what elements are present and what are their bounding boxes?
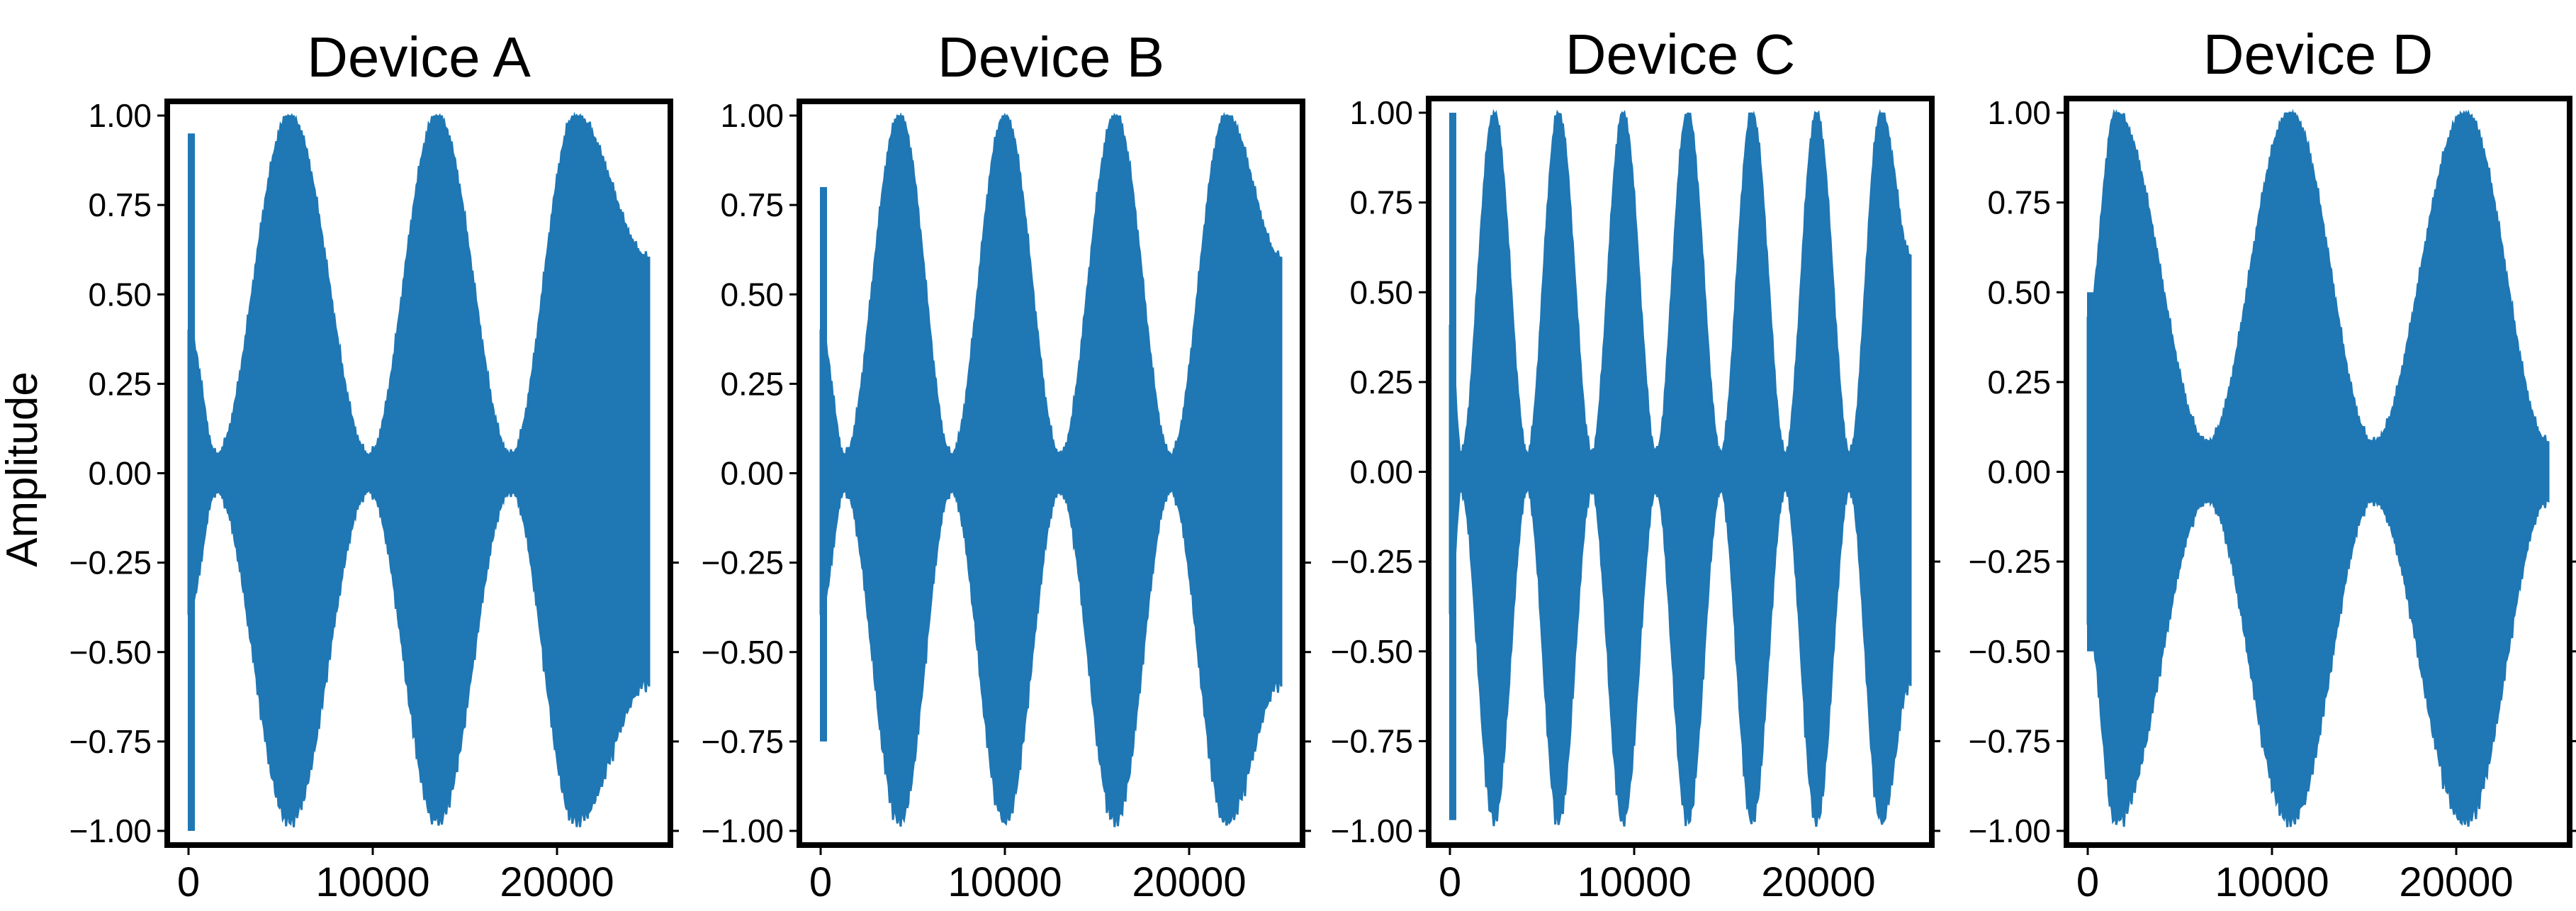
x-tick-label: 0: [177, 859, 200, 905]
x-tick-label: 20000: [2399, 859, 2513, 905]
y-tick-label: 0.00: [88, 455, 152, 492]
signal-series: [187, 111, 651, 827]
chart-panel-1: Device A 1.00 0.75 0.50 0.25 0.00 −0.25 −0.50 −0…: [69, 26, 679, 905]
signal-series: [1449, 108, 1912, 827]
chart-panel-4: Device D 1.00 0.75 0.50 0.25 0.00 −0.25 −0.50 −0…: [1969, 23, 2576, 905]
y-tick-label: −0.50: [69, 634, 152, 671]
x-tick-label: 0: [809, 859, 832, 905]
y-axis-label: Amplitude: [0, 371, 47, 567]
y-tick-label: −0.75: [1969, 722, 2051, 759]
y-tick-label: −0.25: [1331, 543, 1413, 580]
y-tick-label: 0.25: [88, 365, 152, 402]
signal-series: [819, 111, 1283, 827]
y-tick-label: 1.00: [1987, 94, 2051, 131]
y-tick-label: −0.25: [69, 544, 152, 581]
x-tick-label: 0: [1439, 859, 1461, 905]
y-tick-label: −0.75: [1331, 722, 1413, 759]
chart-panel-2: Device B 1.00 0.75 0.50 0.25 0.00 −0.25 −0.50 −0…: [702, 26, 1311, 905]
x-tick-label: 10000: [1577, 859, 1691, 905]
x-tick-label: 10000: [2215, 859, 2329, 905]
y-tick-label: 0.50: [1987, 274, 2051, 311]
y-tick-label: −0.50: [1969, 633, 2051, 670]
x-tick-label: 10000: [315, 859, 429, 905]
chart-title: Device B: [938, 26, 1164, 89]
y-tick-label: 0.50: [720, 276, 784, 313]
x-tick-label: 20000: [500, 859, 614, 905]
x-tick-label: 20000: [1132, 859, 1246, 905]
chart-title: Device C: [1565, 23, 1796, 86]
y-tick-label: −1.00: [69, 812, 152, 849]
chart-title: Device A: [307, 26, 531, 89]
y-tick-label: 1.00: [88, 97, 152, 134]
y-tick-label: −1.00: [702, 812, 784, 849]
x-tick-label: 10000: [947, 859, 1062, 905]
y-tick-label: 0.75: [720, 186, 784, 223]
y-tick-label: 0.00: [1349, 454, 1413, 491]
y-tick-label: −0.75: [702, 723, 784, 760]
y-tick-label: 0.25: [720, 365, 784, 402]
y-tick-label: −0.50: [702, 634, 784, 671]
chart-panel-3: Device C 1.00 0.75 0.50 0.25 0.00 −0.25 −0.50 −0…: [1331, 23, 1940, 905]
y-tick-label: 0.25: [1349, 364, 1413, 401]
y-tick-label: 0.75: [1349, 184, 1413, 221]
x-tick-label: 0: [2076, 859, 2099, 905]
y-tick-label: 0.75: [1987, 184, 2051, 221]
y-tick-label: −1.00: [1969, 812, 2051, 849]
y-tick-label: −0.75: [69, 723, 152, 760]
y-tick-label: −0.50: [1331, 633, 1413, 670]
y-tick-label: 1.00: [1349, 94, 1413, 131]
y-tick-label: 0.00: [720, 455, 784, 492]
y-tick-label: −0.25: [702, 544, 784, 581]
y-tick-label: 1.00: [720, 97, 784, 134]
y-tick-label: 0.75: [88, 186, 152, 223]
y-tick-label: 0.50: [1349, 274, 1413, 311]
signal-series: [2086, 108, 2550, 827]
y-tick-label: −1.00: [1331, 812, 1413, 849]
y-tick-label: −0.25: [1969, 543, 2051, 580]
y-tick-label: 0.25: [1987, 364, 2051, 401]
y-tick-label: 0.00: [1987, 454, 2051, 491]
y-tick-label: 0.50: [88, 276, 152, 313]
chart-title: Device D: [2203, 23, 2434, 86]
x-tick-label: 20000: [1761, 859, 1875, 905]
